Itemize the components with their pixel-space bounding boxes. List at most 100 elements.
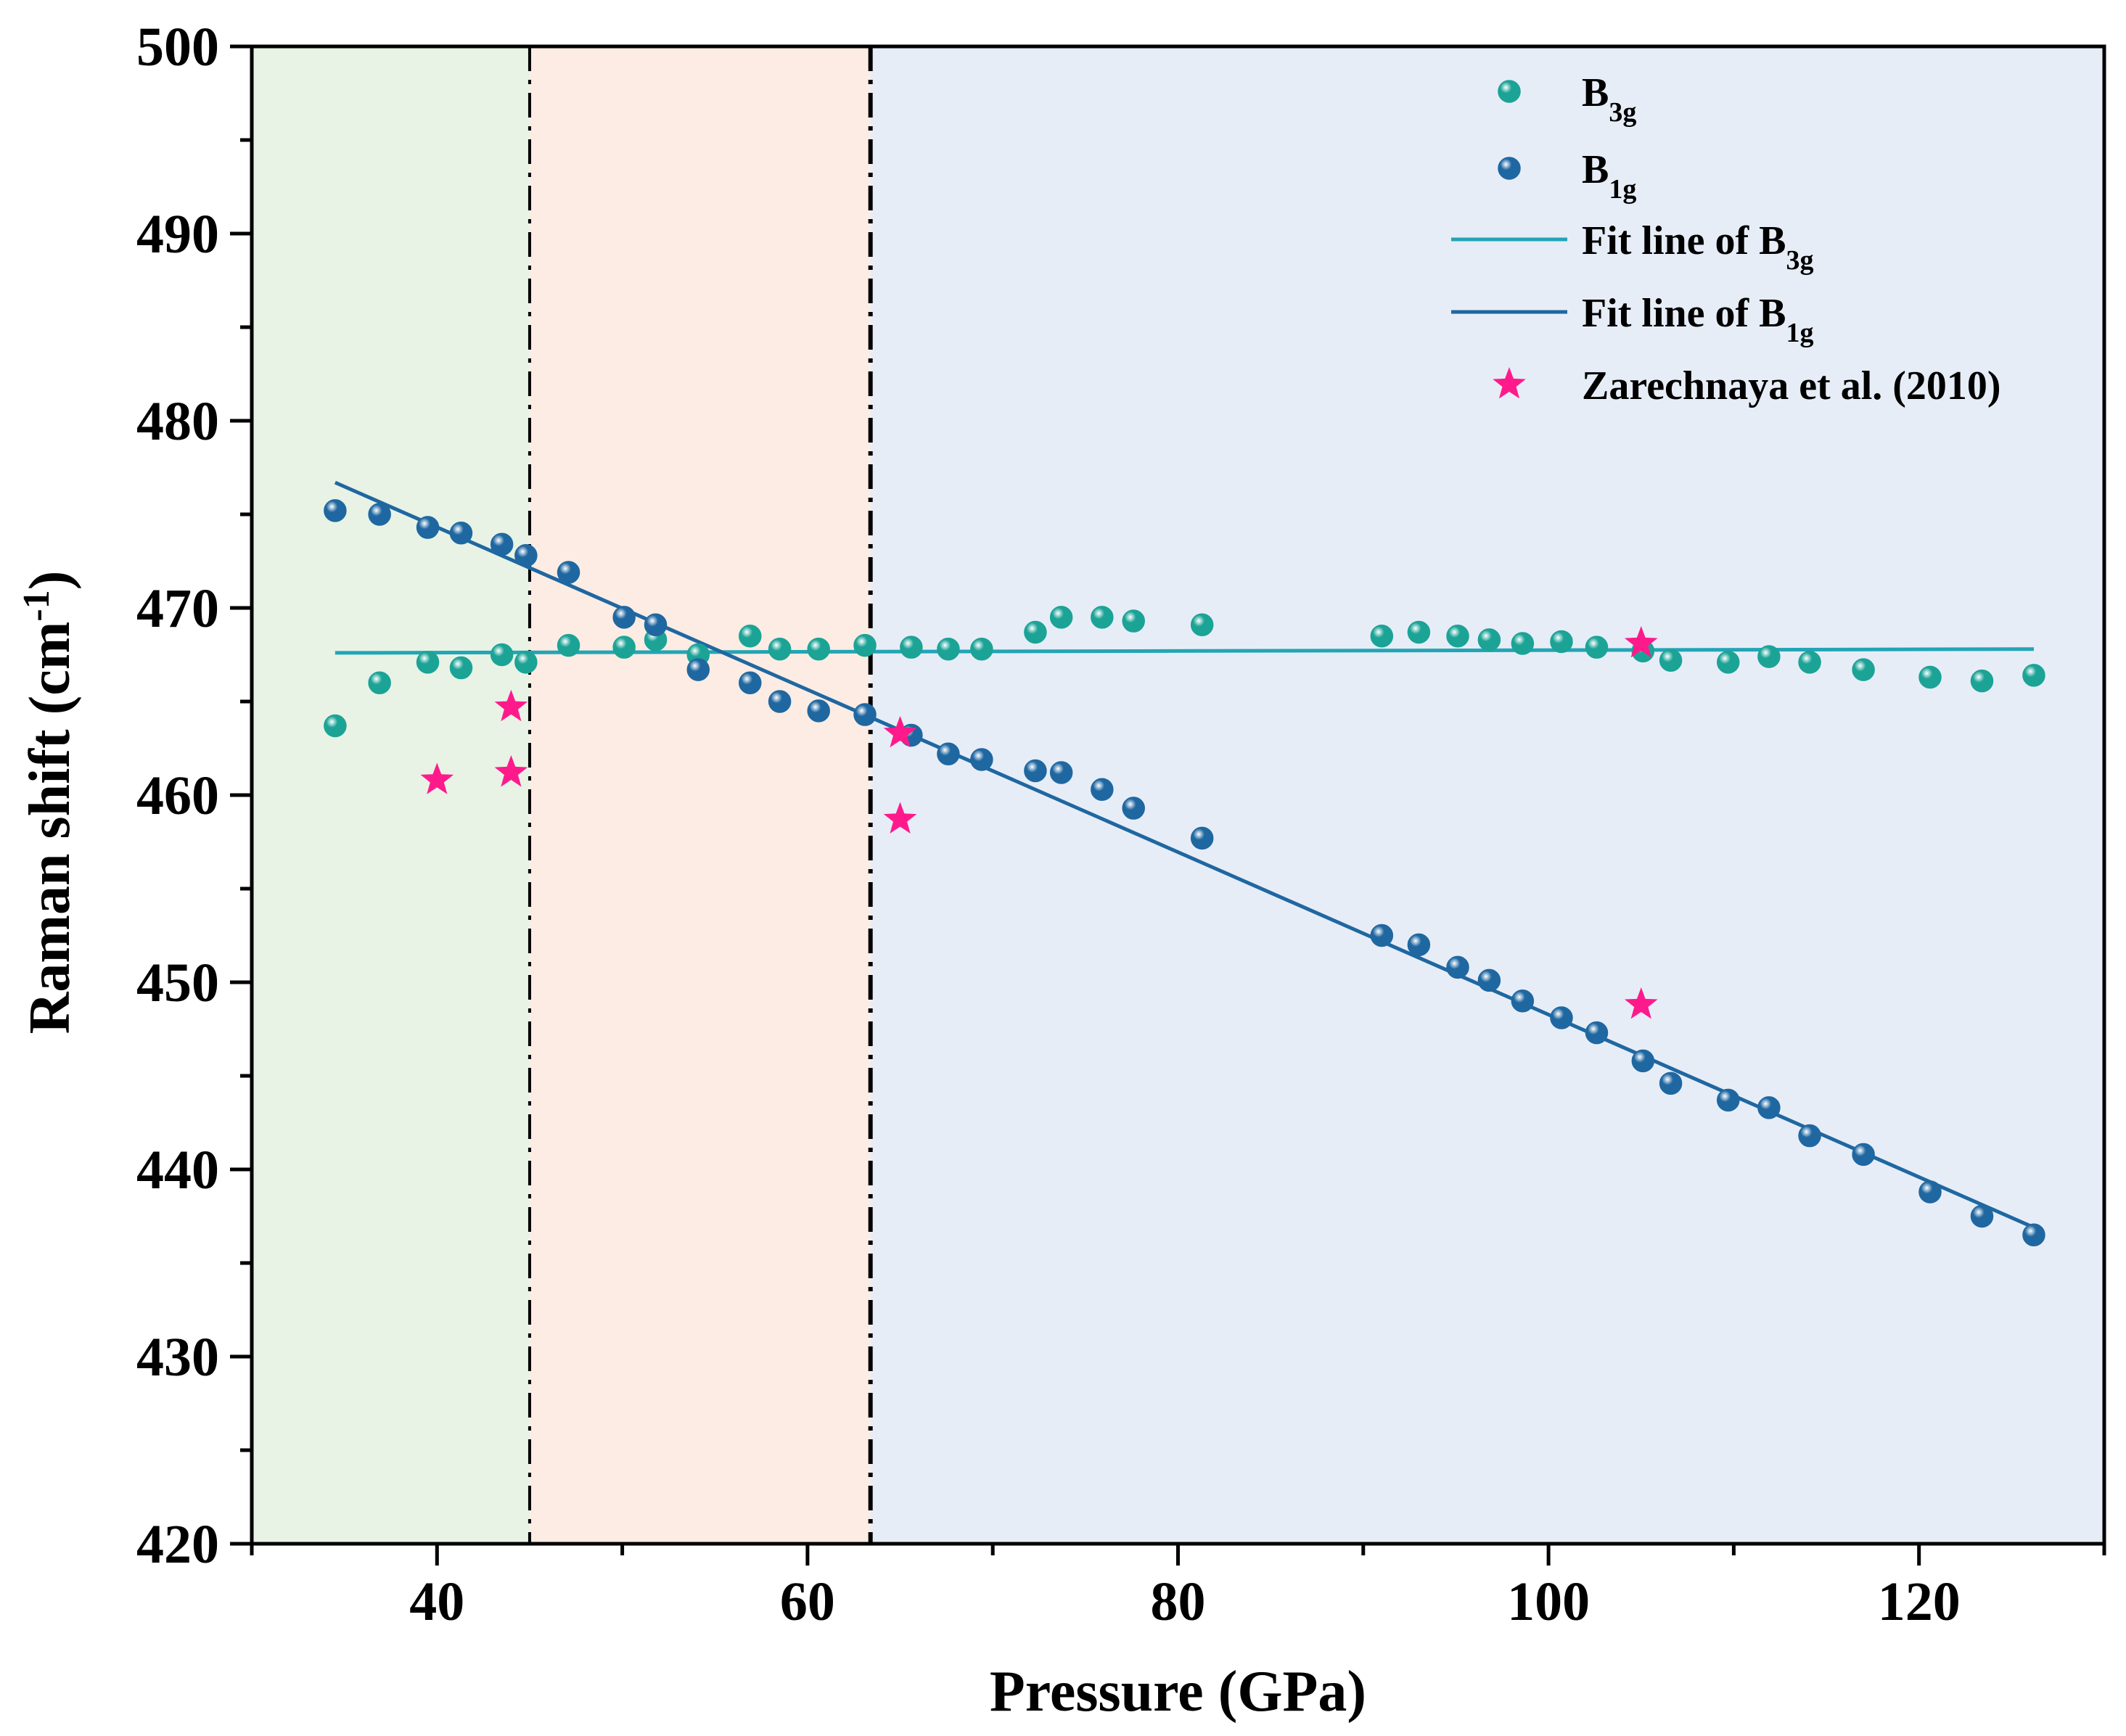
point-3g-0 bbox=[324, 714, 347, 738]
point-1g-35 bbox=[1918, 1180, 1942, 1204]
point-1g-34 bbox=[1852, 1143, 1875, 1167]
legend-b1g-label: B1g bbox=[1582, 147, 1636, 205]
y-tick-label: 420 bbox=[136, 1514, 219, 1575]
y-axis-title-close: ) bbox=[18, 571, 82, 591]
point-3g-1 bbox=[368, 671, 391, 694]
point-3g-35 bbox=[1918, 665, 1942, 689]
legend-item-zarechnaya: Zarechnaya et al. (2010) bbox=[1493, 363, 2001, 408]
y-tick-label: 430 bbox=[136, 1327, 219, 1388]
phase-region-3 bbox=[870, 46, 2104, 1544]
legend-b3g-label-sub: 3g bbox=[1609, 97, 1636, 128]
point-1g-20 bbox=[1122, 797, 1145, 820]
x-tick-label: 80 bbox=[1151, 1571, 1206, 1632]
point-3g-7 bbox=[612, 635, 636, 659]
x-axis-ticks: 40 60 80 100 120 bbox=[250, 1544, 2106, 1632]
point-3g-25 bbox=[1477, 628, 1501, 651]
legend-item-fit-b3g: Fit line of B3g bbox=[1451, 218, 1814, 276]
legend-item-fit-b1g: Fit line of B1g bbox=[1451, 291, 1814, 348]
point-1g-26 bbox=[1511, 990, 1535, 1013]
point-3g-13 bbox=[853, 633, 877, 657]
legend-zarechnaya-label: Zarechnaya et al. (2010) bbox=[1582, 363, 2001, 408]
point-1g-11 bbox=[768, 690, 792, 713]
point-1g-28 bbox=[1585, 1021, 1609, 1045]
legend-fit-b1g-label-sub: 1g bbox=[1786, 318, 1814, 348]
legend-fit-b1g-label-base: Fit line of B bbox=[1582, 291, 1786, 336]
legend-zarechnaya-label-base: Zarechnaya et al. (2010) bbox=[1582, 363, 2001, 408]
point-3g-28 bbox=[1585, 635, 1609, 659]
point-3g-32 bbox=[1757, 645, 1781, 668]
point-1g-37 bbox=[2022, 1223, 2045, 1247]
point-3g-27 bbox=[1550, 630, 1573, 654]
point-3g-37 bbox=[2022, 664, 2045, 687]
legend: B3g B1g Fit line of B3g Fit line of B1g … bbox=[1451, 70, 2001, 408]
phase-boundaries bbox=[528, 46, 873, 1544]
point-1g-33 bbox=[1798, 1124, 1821, 1148]
legend-b3g-marker bbox=[1498, 80, 1521, 103]
point-1g-17 bbox=[1024, 759, 1047, 783]
point-1g-2 bbox=[416, 516, 440, 539]
point-1g-10 bbox=[739, 671, 762, 694]
point-3g-21 bbox=[1190, 613, 1214, 636]
phase-region-1 bbox=[252, 46, 530, 1544]
point-1g-19 bbox=[1091, 778, 1114, 802]
point-3g-2 bbox=[416, 651, 440, 674]
point-1g-32 bbox=[1757, 1096, 1781, 1119]
point-zarechnaya-3 bbox=[883, 715, 917, 748]
point-3g-18 bbox=[1049, 606, 1073, 629]
x-tick-label: 60 bbox=[780, 1571, 835, 1632]
point-1g-27 bbox=[1550, 1006, 1573, 1029]
point-3g-26 bbox=[1511, 632, 1535, 655]
point-3g-33 bbox=[1798, 651, 1821, 674]
legend-b3g-label: B3g bbox=[1582, 70, 1636, 128]
point-3g-12 bbox=[807, 638, 830, 661]
y-tick-label: 460 bbox=[136, 765, 219, 826]
point-1g-9 bbox=[686, 658, 710, 681]
x-axis-title: Pressure (GPa) bbox=[990, 1660, 1366, 1724]
point-zarechnaya-6 bbox=[1624, 987, 1658, 1019]
point-3g-31 bbox=[1716, 651, 1740, 674]
point-1g-29 bbox=[1631, 1049, 1655, 1073]
point-zarechnaya-2 bbox=[494, 755, 528, 787]
point-3g-23 bbox=[1407, 620, 1431, 644]
legend-b1g-marker bbox=[1498, 157, 1521, 180]
data-markers bbox=[324, 499, 2045, 1247]
y-tick-label: 470 bbox=[136, 578, 219, 639]
point-zarechnaya-0 bbox=[420, 762, 454, 794]
point-1g-23 bbox=[1407, 933, 1431, 957]
point-1g-8 bbox=[644, 613, 668, 636]
y-tick-label: 450 bbox=[136, 953, 219, 1013]
point-3g-22 bbox=[1370, 624, 1394, 648]
legend-fit-b1g-label: Fit line of B1g bbox=[1582, 291, 1814, 348]
legend-item-b1g: B1g bbox=[1498, 147, 1636, 205]
point-3g-16 bbox=[970, 638, 993, 661]
y-axis-title-sup: -1 bbox=[16, 590, 57, 621]
point-3g-6 bbox=[557, 633, 580, 657]
point-1g-3 bbox=[449, 522, 473, 545]
point-3g-36 bbox=[1970, 669, 1994, 693]
point-zarechnaya-4 bbox=[883, 802, 917, 834]
y-tick-label: 500 bbox=[136, 17, 219, 78]
point-zarechnaya-5 bbox=[1624, 626, 1658, 658]
point-1g-7 bbox=[612, 606, 636, 629]
point-1g-12 bbox=[807, 699, 830, 723]
legend-b3g-label-base: B bbox=[1582, 70, 1609, 115]
y-axis-title-main: Raman shift (cm bbox=[18, 622, 82, 1034]
point-1g-6 bbox=[557, 561, 580, 584]
point-3g-17 bbox=[1024, 620, 1047, 644]
point-1g-21 bbox=[1190, 826, 1214, 850]
y-tick-label: 490 bbox=[136, 204, 219, 265]
point-3g-4 bbox=[490, 643, 514, 667]
point-3g-34 bbox=[1852, 658, 1875, 681]
y-tick-label: 480 bbox=[136, 391, 219, 452]
point-1g-30 bbox=[1659, 1071, 1683, 1095]
phase-region-2 bbox=[529, 46, 871, 1544]
point-1g-22 bbox=[1370, 923, 1394, 947]
legend-b1g-label-sub: 1g bbox=[1609, 174, 1636, 205]
point-zarechnaya-1 bbox=[494, 689, 528, 722]
legend-fit-b3g-label: Fit line of B3g bbox=[1582, 218, 1814, 276]
legend-fit-b3g-label-base: Fit line of B bbox=[1582, 218, 1786, 263]
point-3g-24 bbox=[1446, 624, 1469, 648]
point-1g-16 bbox=[970, 748, 993, 771]
point-1g-4 bbox=[490, 532, 514, 556]
